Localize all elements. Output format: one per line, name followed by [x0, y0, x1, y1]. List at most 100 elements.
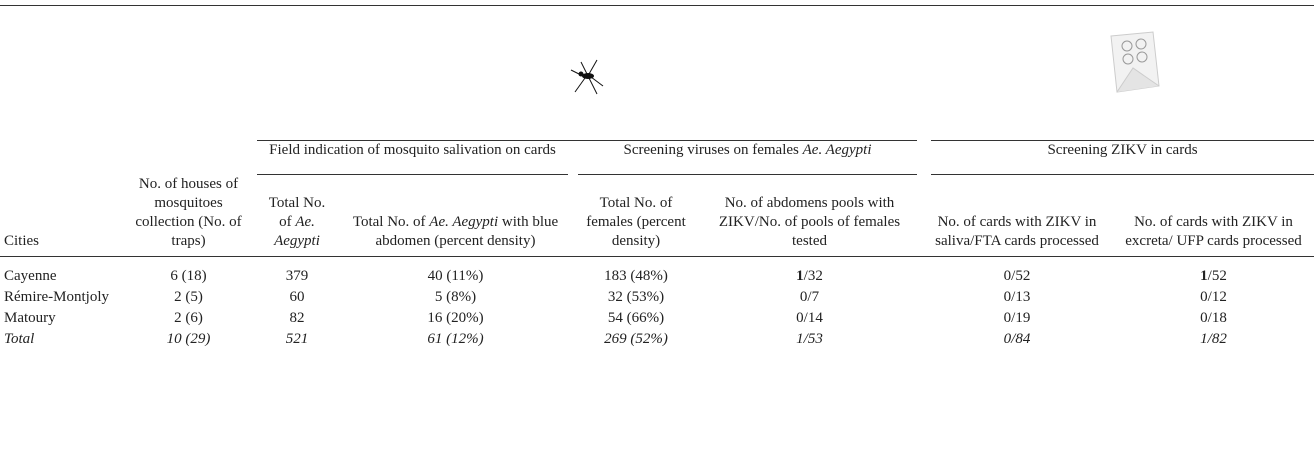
- text: /32: [804, 268, 823, 284]
- text: 1: [796, 268, 804, 284]
- mosquito-icon: [567, 56, 607, 96]
- column-header: Total No. of females (percent density): [574, 175, 698, 257]
- text: 10 (29): [167, 331, 211, 347]
- table-cell: 32 (53%): [574, 288, 698, 309]
- text: 0/13: [1004, 289, 1031, 305]
- text: Cities: [4, 233, 39, 249]
- table-row: Cayenne 6 (18) 379 40 (11%) 183 (48%) 1/32 0/5…: [0, 257, 1314, 289]
- text: 1: [1200, 268, 1208, 284]
- column-header: No. of cards with ZIKV in excreta/ UFP c…: [1113, 175, 1314, 257]
- table-cell: 1/32: [698, 257, 921, 289]
- text: Total No. of females (percent density): [586, 195, 686, 249]
- text: 183 (48%): [604, 268, 668, 284]
- text: 0/12: [1200, 289, 1227, 305]
- text: No. of houses of mosquitoes collection (…: [135, 176, 241, 249]
- group-header: Field indication of mosquito salivation …: [257, 141, 568, 175]
- text: Field indication of mosquito salivation …: [269, 142, 556, 158]
- text: No. of abdomens pools with ZIKV/No. of p…: [719, 195, 900, 249]
- column-header: No. of cards with ZIKV in saliva/FTA car…: [921, 175, 1113, 257]
- table-cell: Matoury: [0, 309, 120, 330]
- column-header-row: Cities No. of houses of mosquitoes collec…: [0, 175, 1314, 257]
- text: 1/53: [796, 331, 823, 347]
- text: 60: [290, 289, 305, 305]
- column-header: No. of abdomens pools with ZIKV/No. of p…: [698, 175, 921, 257]
- column-header: Cities: [0, 175, 120, 257]
- page: Field indication of mosquito salivation …: [0, 5, 1314, 459]
- table-cell: 0/12: [1113, 288, 1314, 309]
- text: Matoury: [4, 310, 56, 326]
- text: 0/14: [796, 310, 823, 326]
- text: 40 (11%): [428, 268, 484, 284]
- data-table: Field indication of mosquito salivation …: [0, 5, 1314, 351]
- text: 61 (12%): [427, 331, 483, 347]
- table-cell: 0/14: [698, 309, 921, 330]
- column-header: No. of houses of mosquitoes collection (…: [120, 175, 257, 257]
- table-cell: 0/7: [698, 288, 921, 309]
- text: 0/18: [1200, 310, 1227, 326]
- table-cell: 0/84: [921, 330, 1113, 351]
- text: Ae. Aegypti: [803, 142, 872, 158]
- table-cell: 2 (5): [120, 288, 257, 309]
- text: 32 (53%): [608, 289, 664, 305]
- table-cell: 521: [257, 330, 337, 351]
- text: Total No. of: [353, 214, 429, 230]
- table-cell: 2 (6): [120, 309, 257, 330]
- table-cell: 183 (48%): [574, 257, 698, 289]
- table-cell: 1/52: [1113, 257, 1314, 289]
- column-header: Total No. of Ae. Aegypti: [257, 175, 337, 257]
- text: 0/84: [1004, 331, 1031, 347]
- text: 0/19: [1004, 310, 1031, 326]
- table-cell: 1/53: [698, 330, 921, 351]
- text: 6 (18): [170, 268, 206, 284]
- text: 379: [286, 268, 309, 284]
- table-row: Rémire-Montjoly 2 (5) 60 5 (8%) 32 (53%) 0/7 0…: [0, 288, 1314, 309]
- text: No. of cards with ZIKV in saliva/FTA car…: [935, 214, 1099, 249]
- table-cell: 40 (11%): [337, 257, 574, 289]
- text: 521: [286, 331, 309, 347]
- text: 54 (66%): [608, 310, 664, 326]
- card-icon: [1103, 28, 1163, 98]
- group-header: Screening viruses on females Ae. Aegypti: [578, 141, 917, 175]
- table-cell: 10 (29): [120, 330, 257, 351]
- text: 269 (52%): [604, 331, 668, 347]
- text: 82: [290, 310, 305, 326]
- table-cell: 379: [257, 257, 337, 289]
- text: Screening ZIKV in cards: [1047, 142, 1197, 158]
- text: Rémire-Montjoly: [4, 289, 109, 305]
- icon-row: [0, 6, 1314, 142]
- text: 0/7: [800, 289, 819, 305]
- table-cell: 0/52: [921, 257, 1113, 289]
- column-header: Total No. of Ae. Aegypti with blue abdom…: [337, 175, 574, 257]
- table-cell: 16 (20%): [337, 309, 574, 330]
- table-body: Cayenne 6 (18) 379 40 (11%) 183 (48%) 1/32 0/5…: [0, 257, 1314, 352]
- table-cell: Cayenne: [0, 257, 120, 289]
- table-row: Total 10 (29) 521 61 (12%) 269 (52%) 1/53 0/84…: [0, 330, 1314, 351]
- table-cell: 6 (18): [120, 257, 257, 289]
- text: /52: [1208, 268, 1227, 284]
- table-cell: Rémire-Montjoly: [0, 288, 120, 309]
- text: 16 (20%): [427, 310, 483, 326]
- text: 1/82: [1200, 331, 1227, 347]
- text: 5 (8%): [435, 289, 476, 305]
- text: No. of cards with ZIKV in excreta/ UFP c…: [1125, 214, 1301, 249]
- text: Cayenne: [4, 268, 56, 284]
- table-cell: 0/13: [921, 288, 1113, 309]
- text: 2 (5): [174, 289, 203, 305]
- group-row: Field indication of mosquito salivation …: [0, 141, 1314, 175]
- table-cell: 1/82: [1113, 330, 1314, 351]
- group-header: Screening ZIKV in cards: [931, 141, 1314, 175]
- text: 2 (6): [174, 310, 203, 326]
- table-cell: 61 (12%): [337, 330, 574, 351]
- text: Ae. Aegypti: [429, 214, 498, 230]
- table-cell: 54 (66%): [574, 309, 698, 330]
- table-cell: 5 (8%): [337, 288, 574, 309]
- text: Screening viruses on females: [624, 142, 803, 158]
- text: 0/52: [1004, 268, 1031, 284]
- table-cell: 82: [257, 309, 337, 330]
- table-cell: 269 (52%): [574, 330, 698, 351]
- table-cell: 60: [257, 288, 337, 309]
- table-cell: 0/18: [1113, 309, 1314, 330]
- table-cell: 0/19: [921, 309, 1113, 330]
- table-cell: Total: [0, 330, 120, 351]
- text: Total: [4, 331, 34, 347]
